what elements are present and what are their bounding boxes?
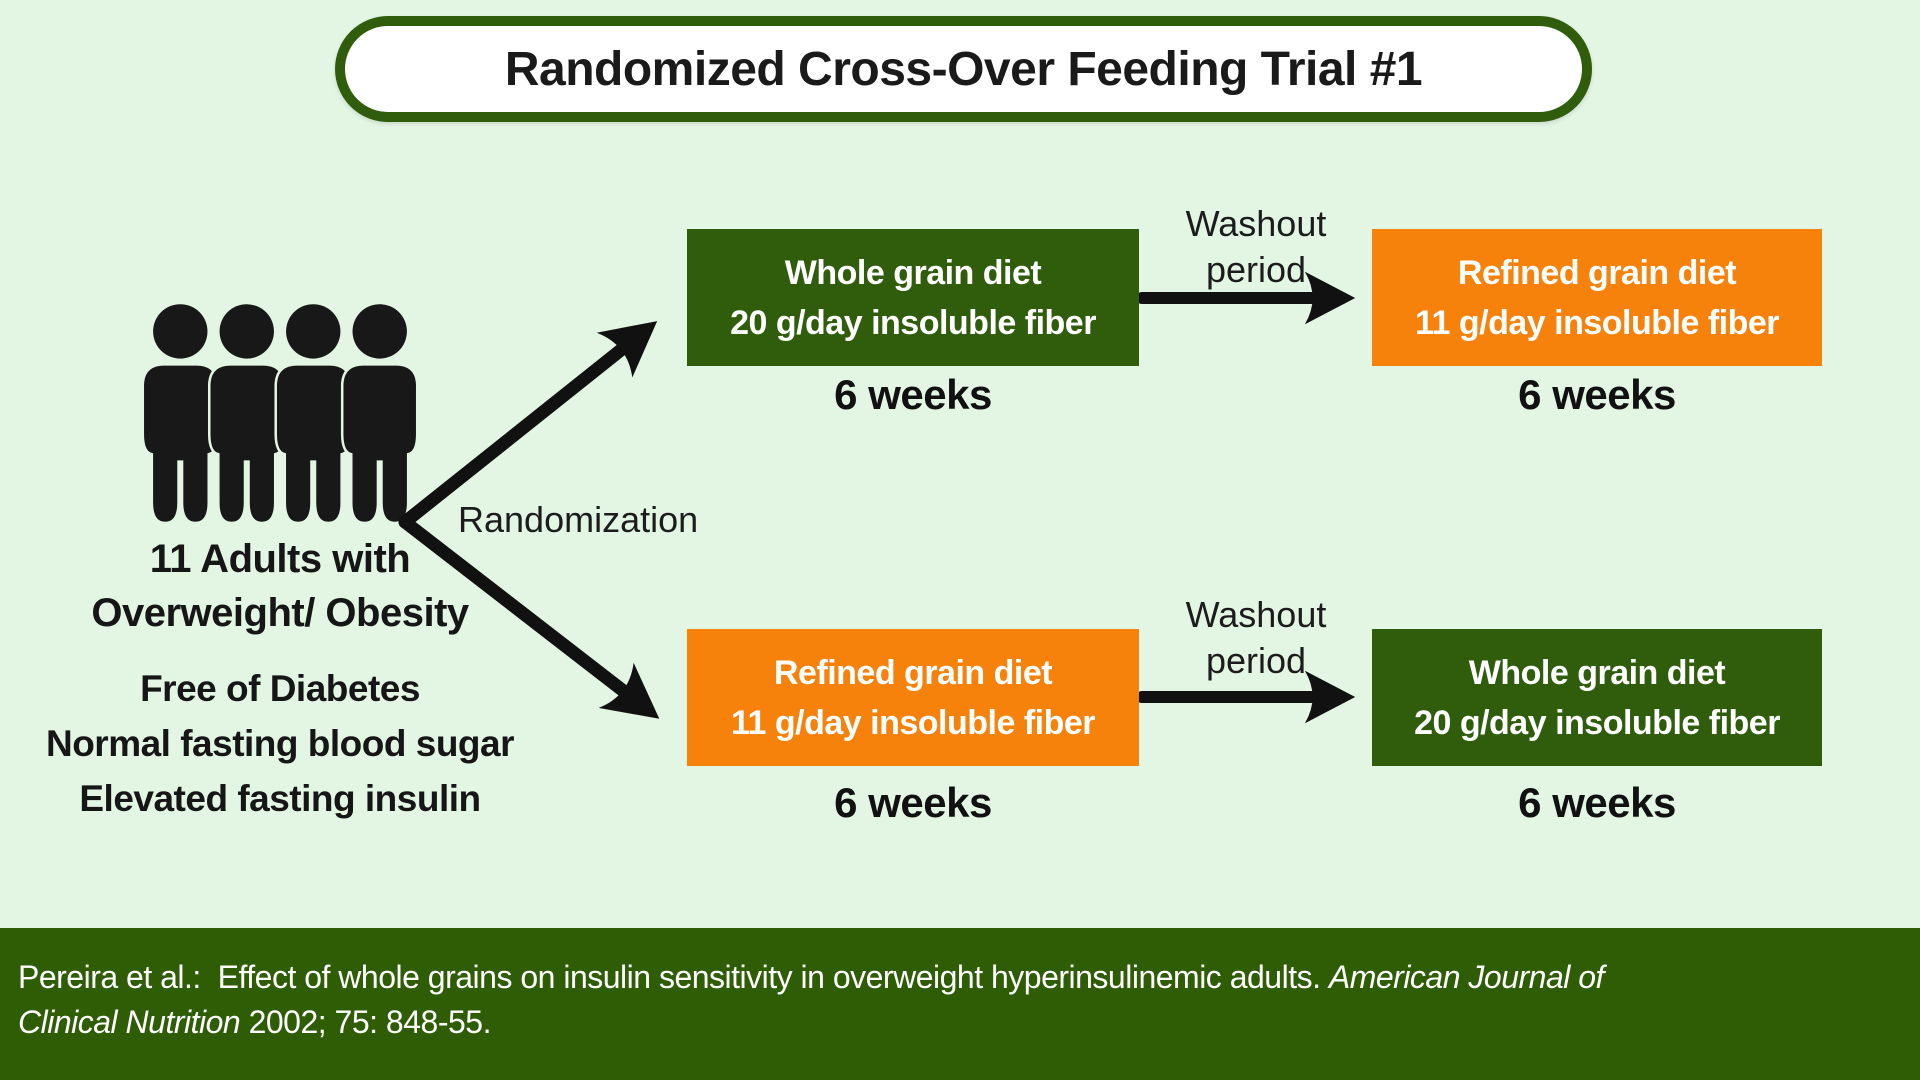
title-banner: Randomized Cross-Over Feeding Trial #1 [335,16,1592,122]
person-icon [144,304,217,522]
person-icon [211,304,284,522]
participants-line2: Overweight/ Obesity [91,591,469,635]
person-icon [277,304,350,522]
diet-box-whole-grain-first: Whole grain diet 20 g/day insoluble fibe… [687,229,1139,366]
trial-title: Randomized Cross-Over Feeding Trial #1 [504,42,1423,96]
diet-title: Whole grain diet [784,253,1042,292]
washout-label-bottom: Washout period [1140,592,1372,684]
participants-icon-group [140,303,420,525]
criteria-item: Free of Diabetes [140,668,420,709]
duration-label: 6 weeks [834,371,992,418]
washout-line2: period [1205,249,1307,290]
citation-text: Pereira et al.: Effect of whole grains o… [18,955,1902,1045]
citation-journal-part2: Clinical Nutrition [18,1004,241,1040]
criteria-item: Normal fasting blood sugar [45,723,515,764]
diet-title: Refined grain diet [1457,253,1737,292]
diet-title: Whole grain diet [1468,653,1726,692]
citation-bar: Pereira et al.: Effect of whole grains o… [0,928,1920,1080]
diet-subtitle: 11 g/day insoluble fiber [731,703,1096,742]
duration-label: 6 weeks [1518,371,1676,418]
washout-line2: period [1205,640,1307,681]
randomization-label: Randomization [458,499,699,540]
diet-subtitle: 11 g/day insoluble fiber [1415,303,1780,342]
participants-criteria: Free of Diabetes Normal fasting blood su… [0,661,560,826]
participants-count-label: 11 Adults with Overweight/ Obesity [0,532,560,640]
randomization-arrow-up [398,321,658,529]
person-icon [343,304,416,522]
citation-journal-part1: American Journal of [1328,959,1605,995]
diet-box-refined-grain-second: Refined grain diet 11 g/day insoluble fi… [1372,229,1822,366]
diet-box-refined-grain-first: Refined grain diet 11 g/day insoluble fi… [687,629,1139,766]
citation-seg2: 2002; 75: 848-55. [240,1004,492,1040]
criteria-item: Elevated fasting insulin [79,778,481,819]
duration-label: 6 weeks [834,779,992,826]
diet-title: Refined grain diet [773,653,1053,692]
diet-subtitle: 20 g/day insoluble fiber [730,303,1096,342]
citation-seg1: Pereira et al.: Effect of whole grains o… [18,959,1329,995]
participants-line1: 11 Adults with [149,537,411,581]
washout-label-top: Washout period [1140,201,1372,293]
washout-line1: Washout [1185,594,1327,635]
duration-label: 6 weeks [1518,779,1676,826]
diet-box-whole-grain-second: Whole grain diet 20 g/day insoluble fibe… [1372,629,1822,766]
washout-line1: Washout [1185,203,1327,244]
diet-subtitle: 20 g/day insoluble fiber [1414,703,1780,742]
